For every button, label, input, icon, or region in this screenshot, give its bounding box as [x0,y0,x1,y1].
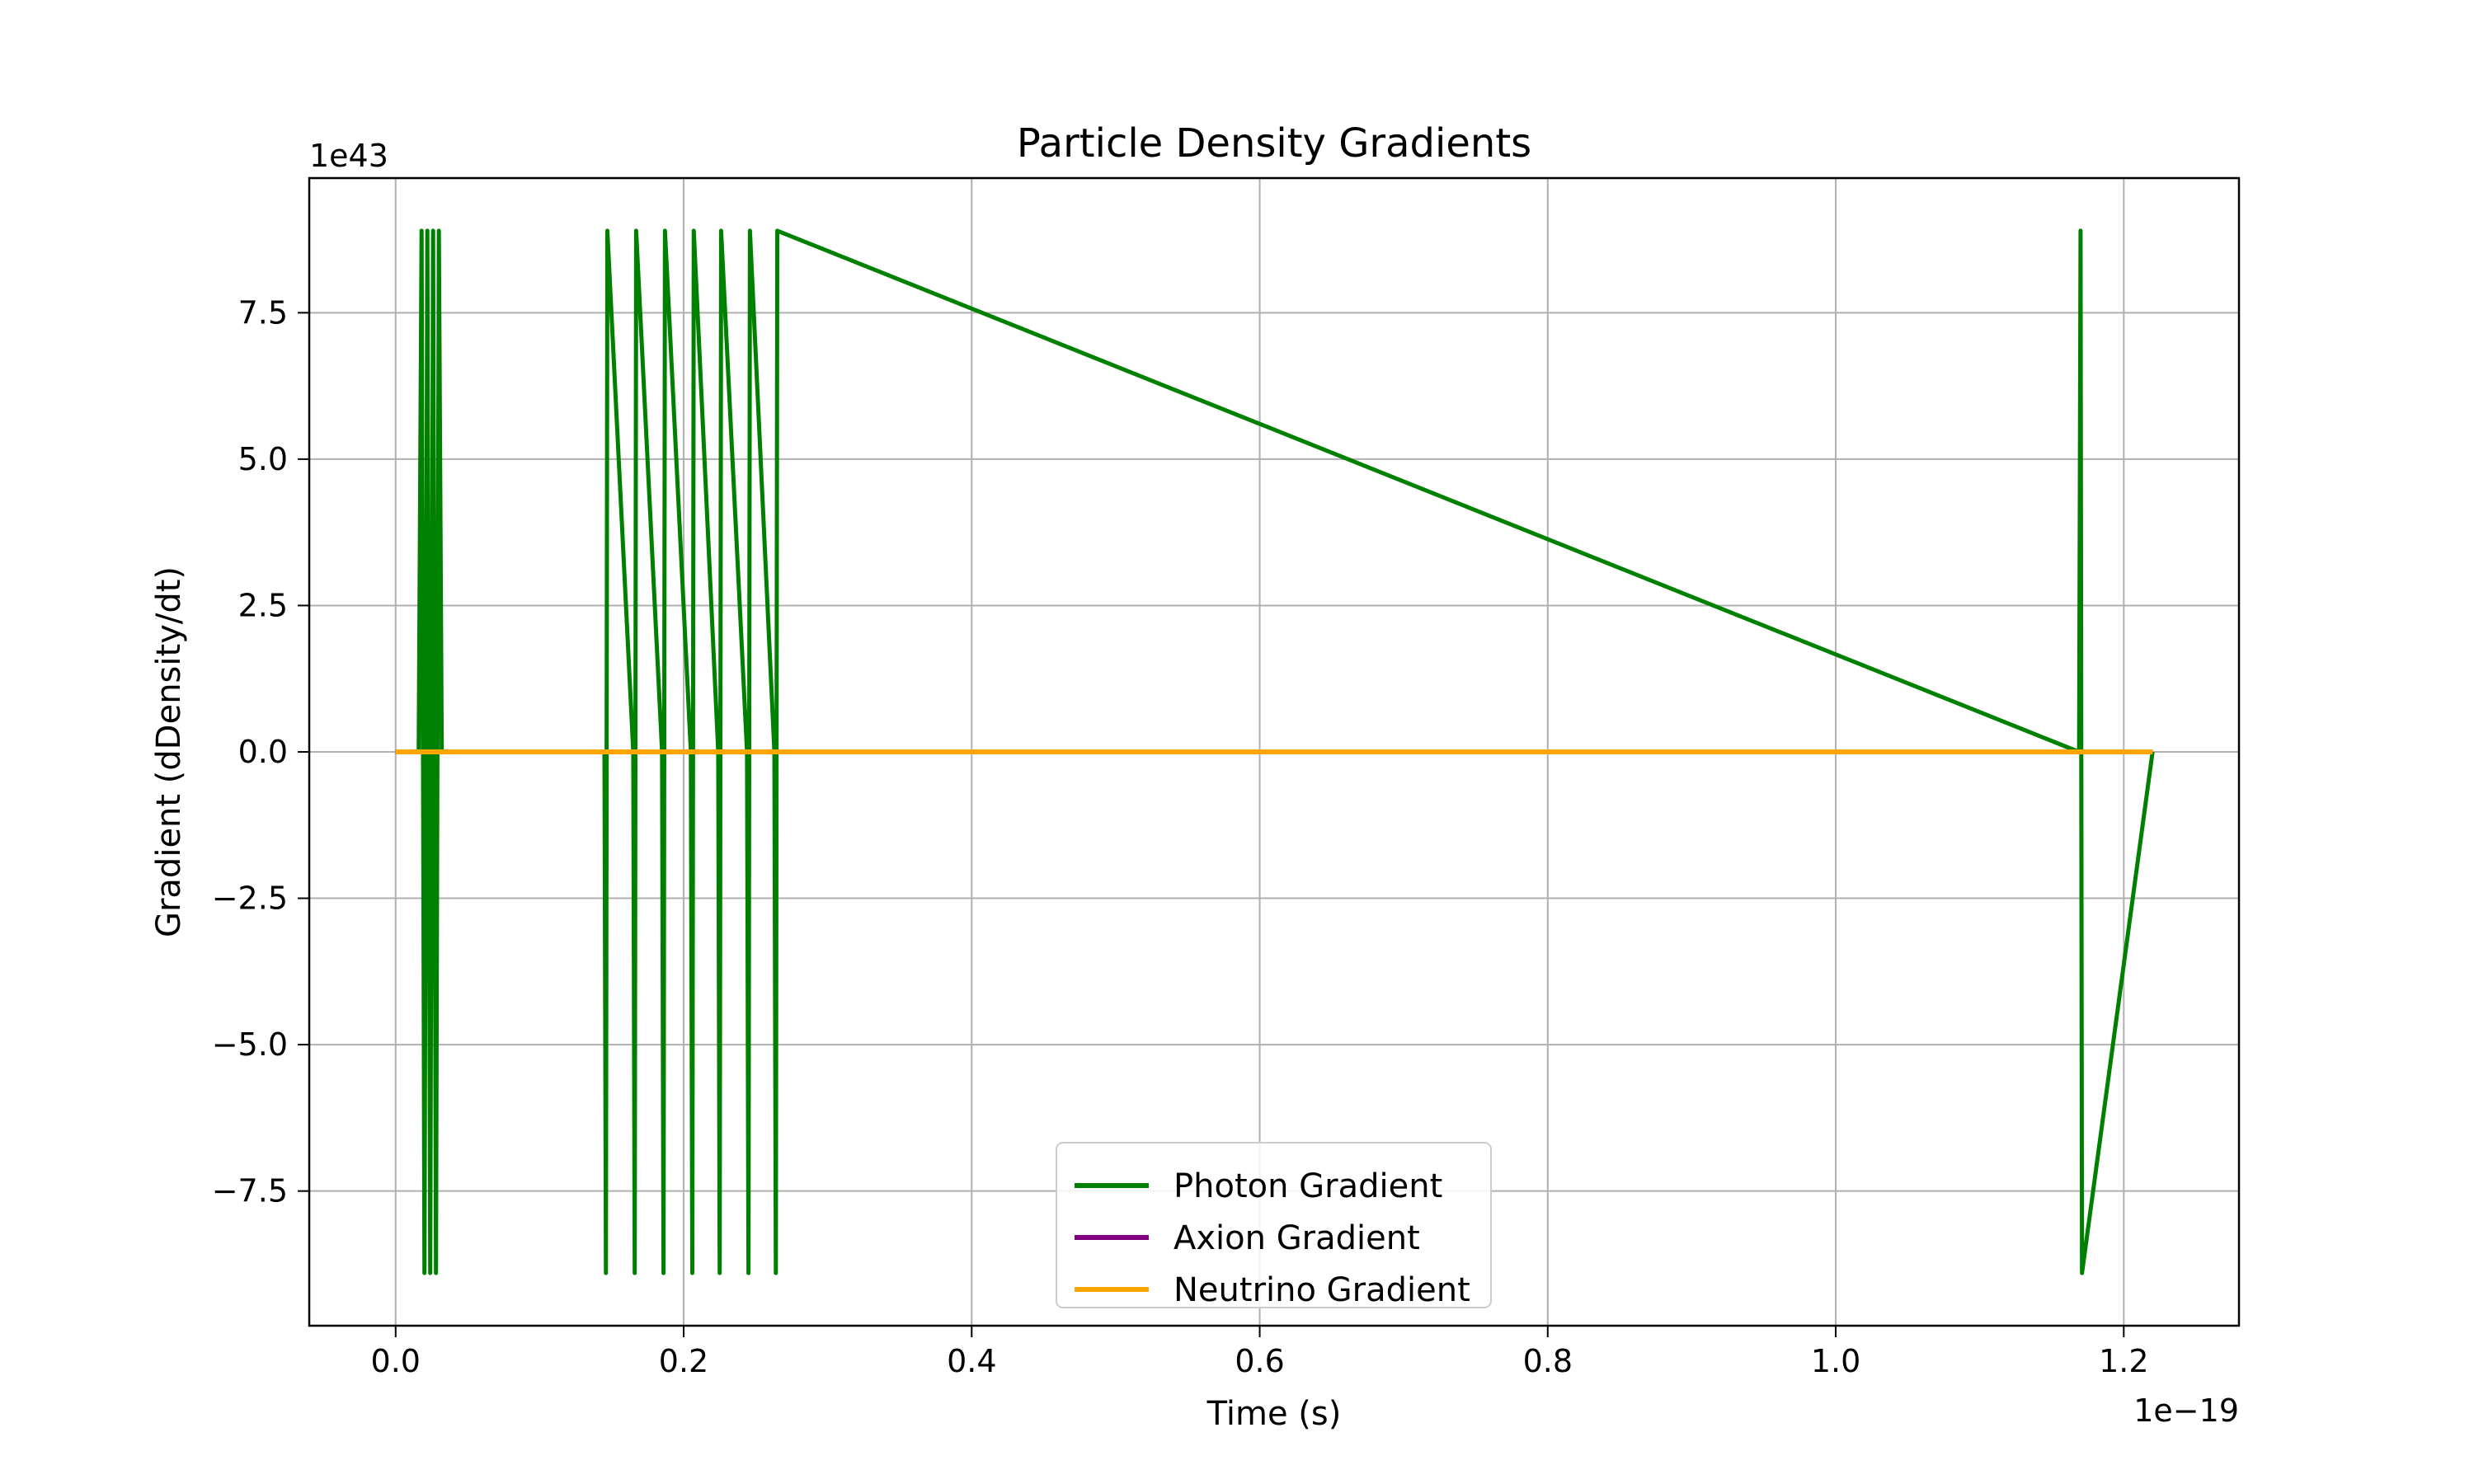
y-tick-label: −7.5 [212,1173,288,1209]
x-offset-label: 1e−19 [2133,1392,2239,1429]
x-tick-label: 0.8 [1523,1343,1573,1379]
y-tick-label: 2.5 [238,587,288,623]
y-tick-label: 0.0 [238,734,288,770]
x-axis-label: Time (s) [1206,1395,1342,1433]
y-tick-label: −5.0 [212,1026,288,1063]
y-tick-label: 5.0 [238,441,288,477]
legend: Photon Gradient Axion Gradient Neutrino Gr… [1056,1142,1492,1309]
y-axis-label: Gradient (dDensity/dt) [150,566,188,937]
legend-label: Neutrino Gradient [1174,1271,1470,1309]
x-tick-label: 1.2 [2099,1343,2148,1379]
x-tick-label: 0.0 [371,1343,421,1379]
x-tick-label: 0.4 [947,1343,996,1379]
y-offset-label: 1e43 [309,138,388,174]
y-tick-label: 7.5 [238,294,288,331]
axis-ticks: 0.0 0.2 0.4 0.6 0.8 1.0 1.2 −7.5 −5.0 −2.5 0.0 2.5 5… [212,294,2149,1379]
x-tick-label: 1.0 [1811,1343,1860,1379]
chart-title: Particle Density Gradients [1017,120,1531,167]
y-tick-label: −2.5 [212,881,288,917]
legend-box [1056,1142,1492,1308]
legend-label: Photon Gradient [1174,1167,1442,1205]
series-lines [395,228,2155,1275]
x-tick-label: 0.2 [659,1343,708,1379]
legend-label: Axion Gradient [1174,1219,1420,1257]
x-tick-label: 0.6 [1235,1343,1284,1379]
